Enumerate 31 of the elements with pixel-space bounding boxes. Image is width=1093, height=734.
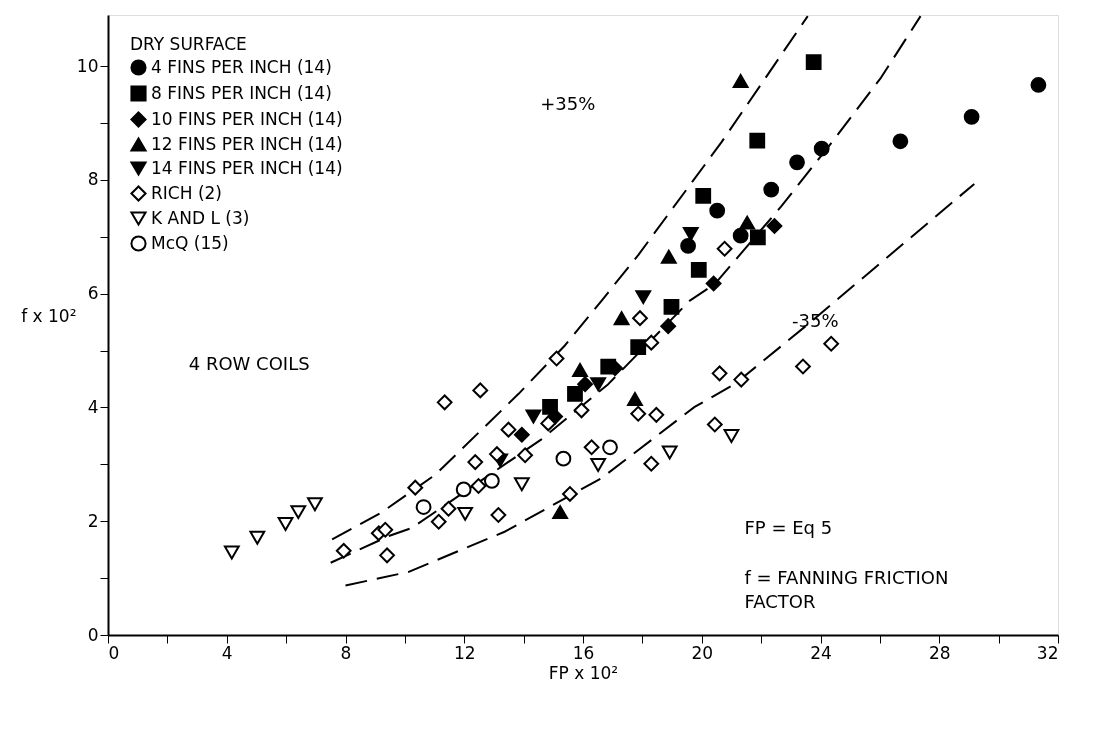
y-axis-title: f x 10² bbox=[21, 305, 77, 326]
legend-title: DRY SURFACE bbox=[130, 34, 247, 54]
y-tick-label: 8 bbox=[87, 169, 99, 190]
annotation: -35% bbox=[792, 309, 839, 331]
x-tick-label: 28 bbox=[928, 642, 951, 663]
y-tick-label: 10 bbox=[76, 55, 99, 76]
y-tick-label: 2 bbox=[87, 510, 99, 531]
x-tick-label: 0 bbox=[108, 642, 120, 663]
legend-label: 8 FINS PER INCH (14) bbox=[151, 82, 332, 103]
legend-label: McQ (15) bbox=[151, 232, 229, 253]
x-tick-label: 24 bbox=[810, 642, 832, 663]
annotation: FP = Eq 5 bbox=[744, 517, 833, 539]
x-tick-label: 16 bbox=[572, 642, 595, 663]
x-tick-label: 8 bbox=[340, 642, 352, 663]
x-tick-label: 20 bbox=[691, 642, 714, 663]
x-tick-label: 12 bbox=[453, 642, 476, 663]
legend-label: K AND L (3) bbox=[151, 207, 250, 228]
legend-label: 12 FINS PER INCH (14) bbox=[151, 133, 343, 154]
y-tick-label: 0 bbox=[87, 624, 99, 645]
legend-label: 14 FINS PER INCH (14) bbox=[151, 157, 343, 178]
annotation: +35% bbox=[540, 92, 596, 114]
y-tick-label: 4 bbox=[87, 396, 99, 417]
x-tick-label: 4 bbox=[221, 642, 233, 663]
annotation: f = FANNING FRICTION FACTOR bbox=[744, 566, 949, 612]
x-axis-title: FP x 10² bbox=[548, 662, 619, 683]
annotation: 4 ROW COILS bbox=[188, 353, 310, 374]
x-tick-label: 32 bbox=[1036, 642, 1059, 663]
legend-label: RICH (2) bbox=[151, 182, 222, 203]
y-tick-label: 6 bbox=[87, 283, 99, 304]
legend-label: 4 FINS PER INCH (14) bbox=[151, 56, 332, 77]
legend-label: 10 FINS PER INCH (14) bbox=[151, 108, 343, 129]
